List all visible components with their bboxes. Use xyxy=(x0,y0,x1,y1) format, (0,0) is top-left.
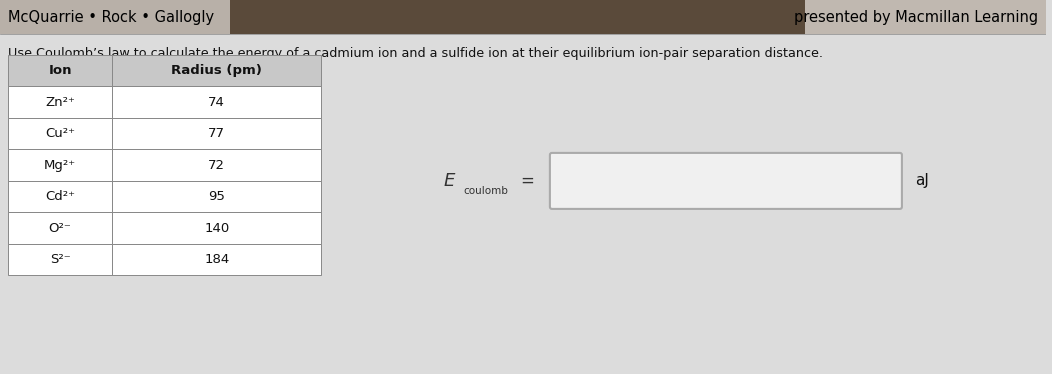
Text: Radius (pm): Radius (pm) xyxy=(171,64,262,77)
Text: 72: 72 xyxy=(208,159,225,172)
Bar xyxy=(113,244,321,275)
FancyBboxPatch shape xyxy=(550,153,902,209)
Text: 184: 184 xyxy=(204,253,229,266)
Bar xyxy=(8,86,113,118)
Text: 77: 77 xyxy=(208,127,225,140)
Bar xyxy=(8,149,113,181)
Bar xyxy=(113,181,321,212)
Text: 95: 95 xyxy=(208,190,225,203)
Text: Use Coulomb’s law to calculate the energy of a cadmium ion and a sulfide ion at : Use Coulomb’s law to calculate the energ… xyxy=(8,47,823,61)
Text: Cd²⁺: Cd²⁺ xyxy=(45,190,75,203)
Text: =: = xyxy=(520,172,534,190)
Text: Cu²⁺: Cu²⁺ xyxy=(45,127,75,140)
Text: presented by Macmillan Learning: presented by Macmillan Learning xyxy=(794,10,1038,25)
Text: 140: 140 xyxy=(204,222,229,234)
Text: aJ: aJ xyxy=(915,174,929,188)
Bar xyxy=(113,86,321,118)
Text: Mg²⁺: Mg²⁺ xyxy=(44,159,76,172)
Bar xyxy=(113,55,321,86)
Text: 74: 74 xyxy=(208,96,225,109)
Bar xyxy=(113,149,321,181)
Text: Zn²⁺: Zn²⁺ xyxy=(45,96,75,109)
Bar xyxy=(0,0,230,34)
Text: coulomb: coulomb xyxy=(463,186,508,196)
Text: McQuarrie • Rock • Gallogly: McQuarrie • Rock • Gallogly xyxy=(8,10,214,25)
Bar xyxy=(8,244,113,275)
Bar xyxy=(8,55,113,86)
Bar xyxy=(8,212,113,244)
Bar xyxy=(113,118,321,149)
Bar xyxy=(113,212,321,244)
Bar xyxy=(230,0,806,34)
Text: O²⁻: O²⁻ xyxy=(48,222,72,234)
Bar xyxy=(806,0,1046,34)
Text: Ion: Ion xyxy=(48,64,72,77)
Bar xyxy=(8,118,113,149)
Text: $\mathit{E}$: $\mathit{E}$ xyxy=(443,172,456,190)
Text: S²⁻: S²⁻ xyxy=(49,253,70,266)
Bar xyxy=(8,181,113,212)
